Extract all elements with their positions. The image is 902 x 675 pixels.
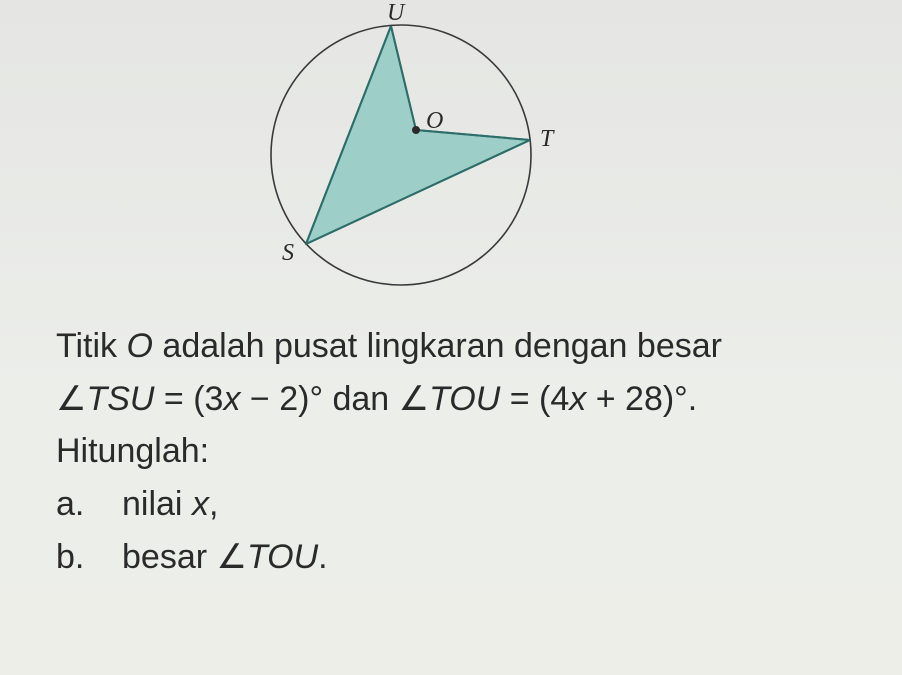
option-b: b. besar ∠TOU. [56,531,866,584]
line-2-text: ∠TSU = (3x − 2)° dan ∠TOU = (4x + 28)°. [56,380,697,418]
line-1-text: Titik O adalah pusat lingkaran dengan be… [56,327,722,365]
geometry-figure: U T S O [201,0,701,320]
label-s: S [282,240,294,266]
label-u: U [387,0,406,26]
line-1: Titik O adalah pusat lingkaran dengan be… [56,320,866,373]
option-a: a. nilai x, [56,478,866,531]
figure-area: U T S O [0,0,902,320]
problem-text: Titik O adalah pusat lingkaran dengan be… [0,320,902,583]
shaded-region [306,26,530,244]
option-a-label: a. [56,478,98,531]
center-point [412,126,420,134]
option-a-text: nilai x, [122,478,218,531]
line-2: ∠TSU = (3x − 2)° dan ∠TOU = (4x + 28)°. [56,373,866,426]
hitunglah: Hitunglah: [56,425,866,478]
label-t: T [540,126,555,152]
option-b-label: b. [56,531,98,584]
label-o: O [426,108,443,134]
option-b-text: besar ∠TOU. [122,531,328,584]
